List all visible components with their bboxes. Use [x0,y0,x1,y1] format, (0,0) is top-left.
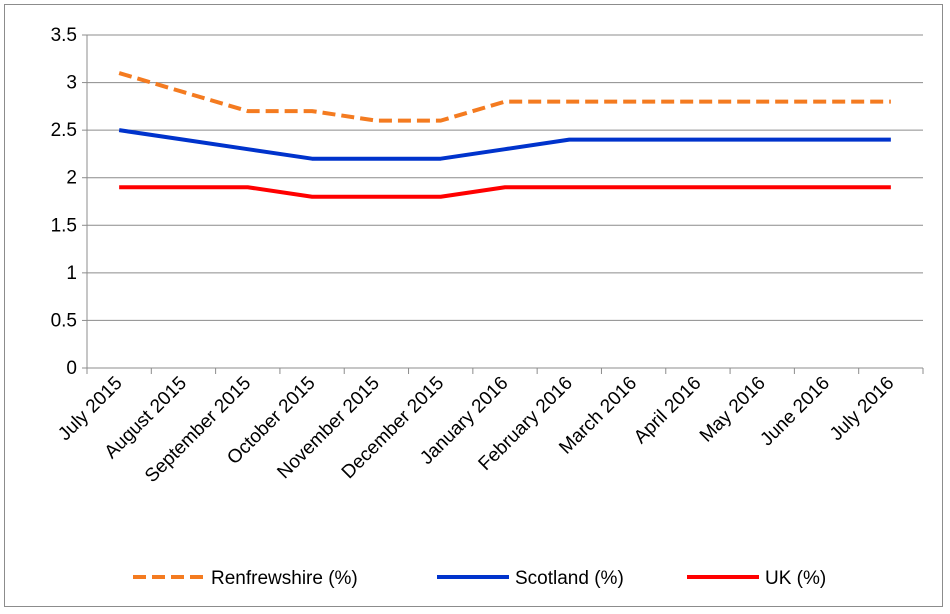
x-tick-label: April 2016 [630,373,705,448]
series-line-2 [119,185,891,199]
y-tick-label: 2.5 [51,120,77,141]
x-tick-label: June 2016 [756,373,834,451]
chart-frame [4,4,943,607]
y-tick-label: 0.5 [51,310,77,331]
y-tick-label: 0 [66,358,77,379]
y-tick-label: 1 [66,263,77,284]
legend: Renfrewshire (%) Scotland (%) UK (%) [133,568,826,589]
series-lines [118,71,891,199]
gridlines [87,34,923,321]
legend-label-2: UK (%) [765,568,826,589]
y-axis-tick-labels: 0 0.5 1 1.5 2 2.5 3 3.5 [51,25,77,379]
y-tick-label: 3 [66,73,77,94]
x-tick-label: July 2016 [826,373,898,445]
legend-label-1: Scotland (%) [515,568,624,589]
y-tick-label: 1.5 [51,215,77,236]
series-line-0 [118,71,891,123]
legend-label-0: Renfrewshire (%) [211,568,358,589]
axes [82,34,924,374]
y-tick-label: 3.5 [51,25,77,46]
y-tick-label: 2 [66,168,77,189]
series-line-1 [118,128,891,161]
